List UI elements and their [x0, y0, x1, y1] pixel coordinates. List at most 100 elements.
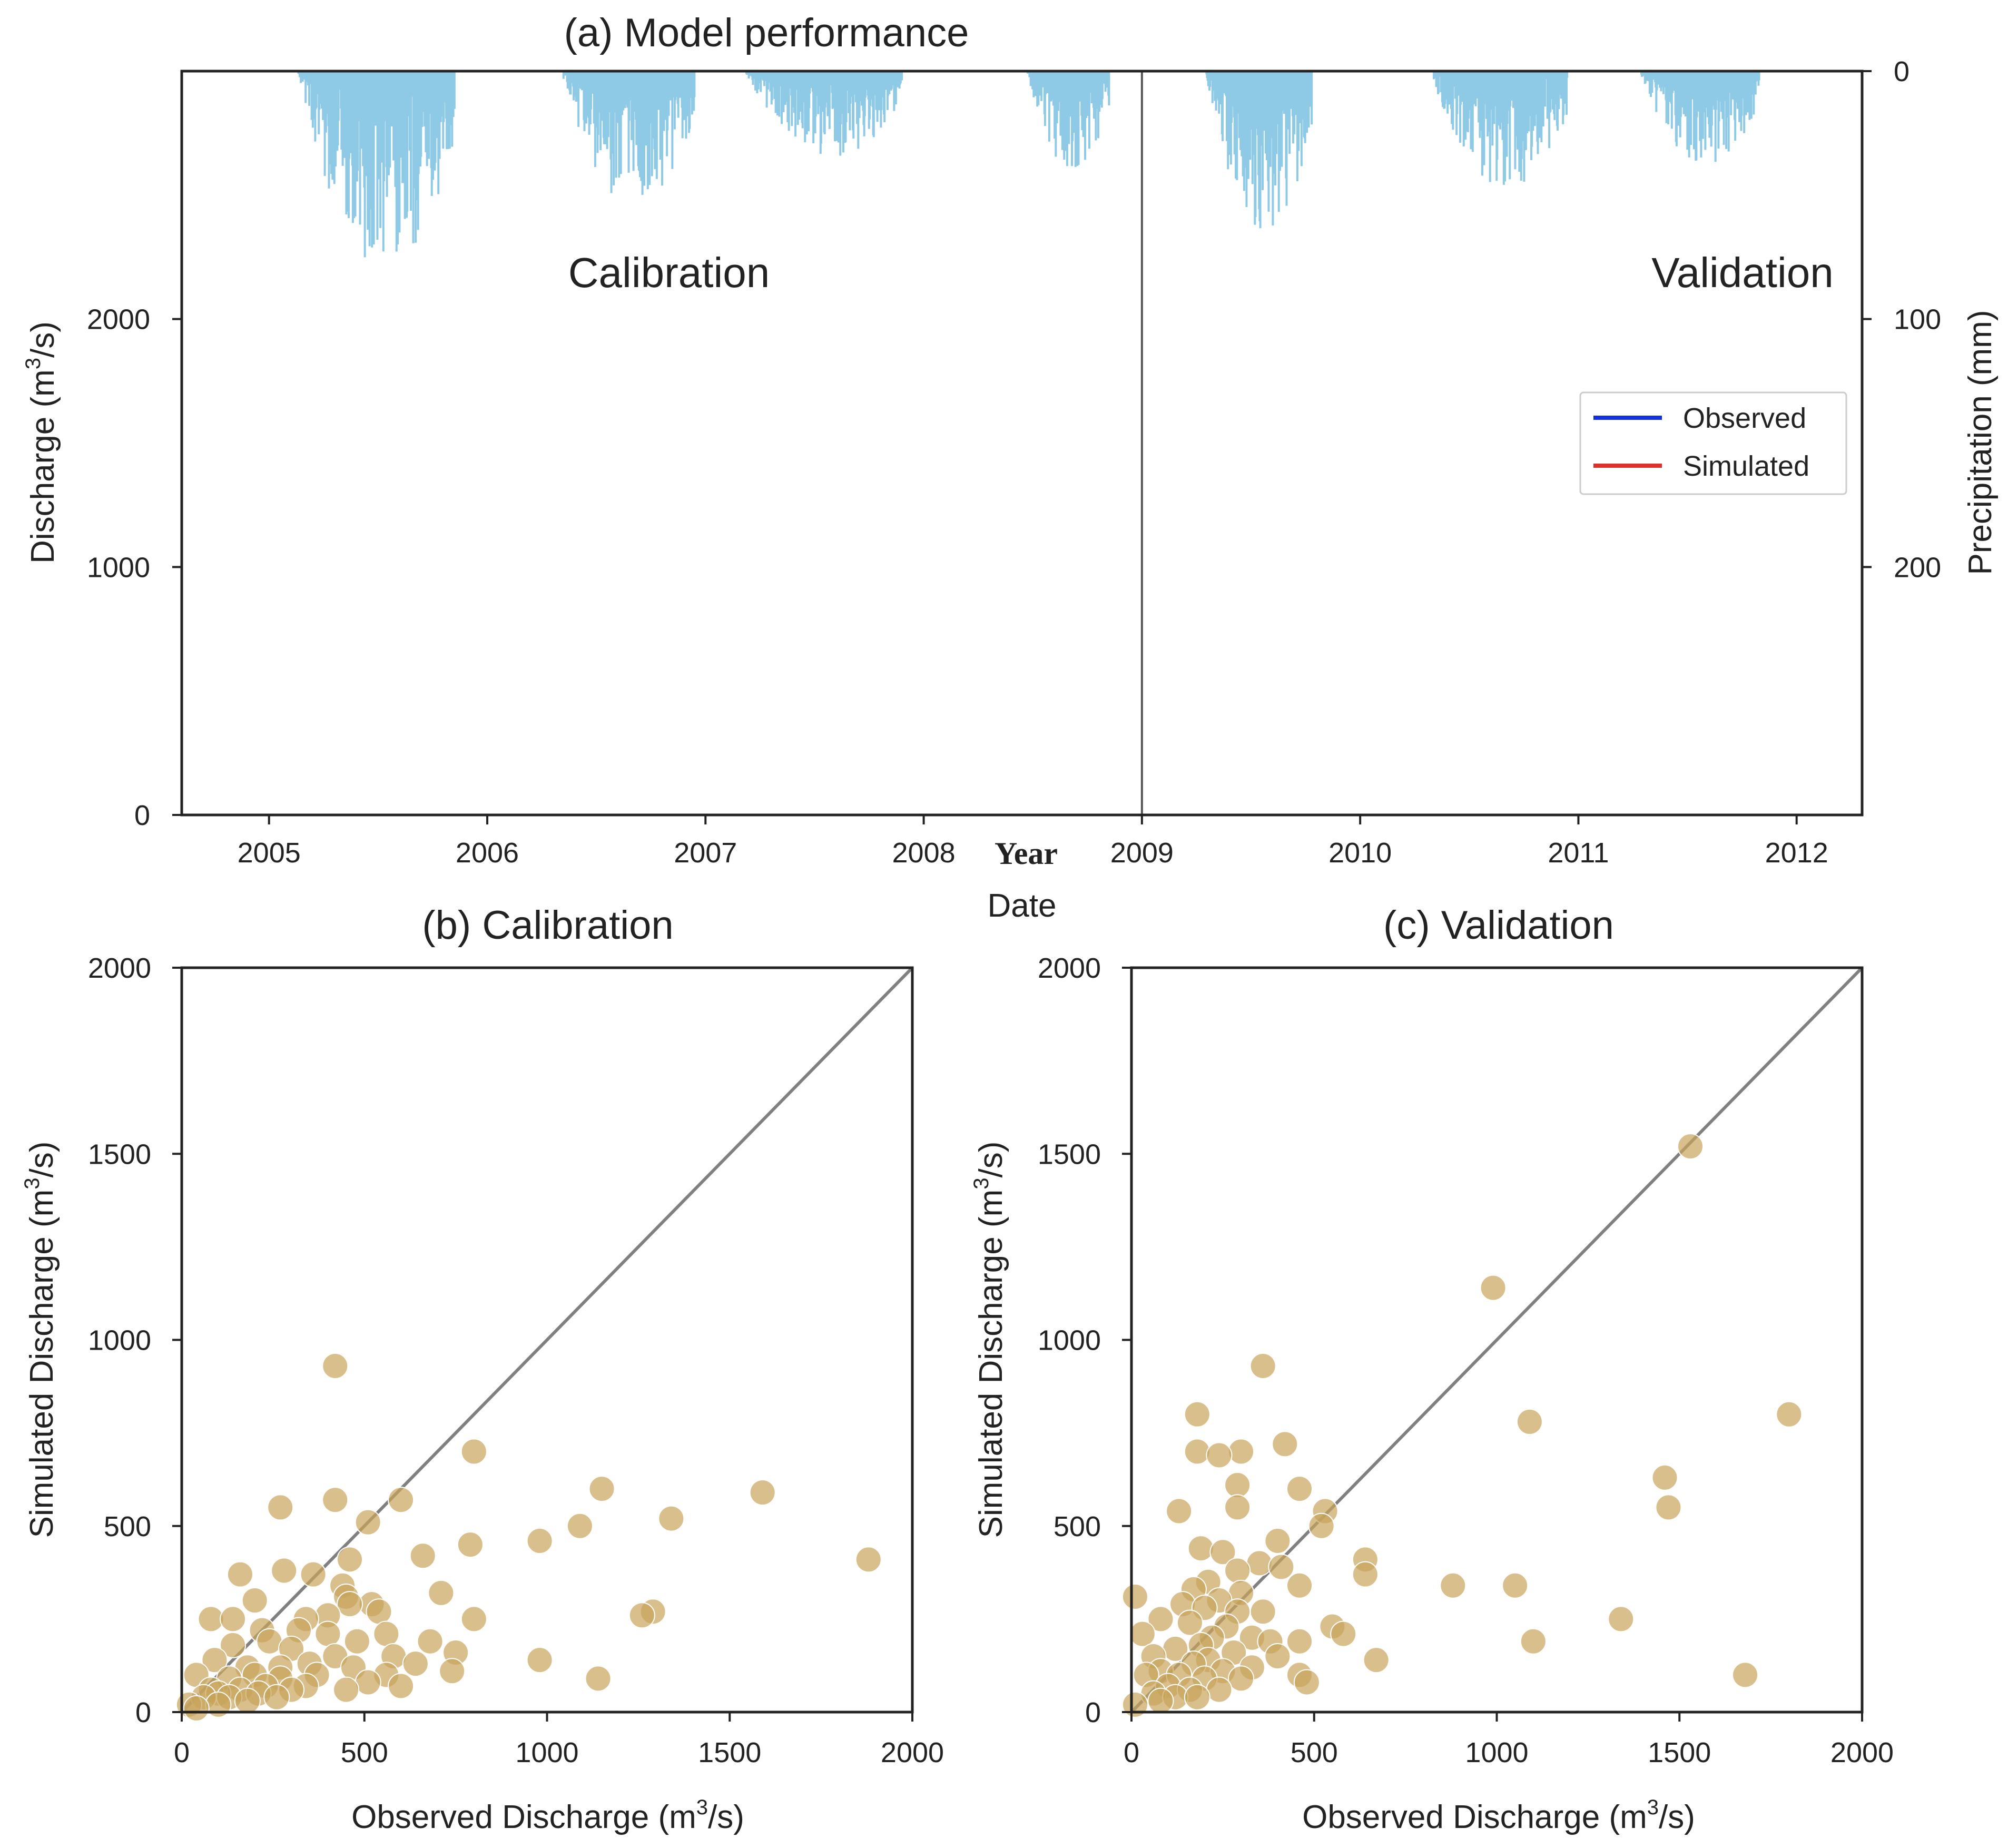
scatter-point [460, 1438, 487, 1465]
y-tick-label: 500 [1054, 1511, 1101, 1542]
scatter-point [388, 1487, 415, 1513]
scatter-point [241, 1587, 268, 1614]
scatter-point [314, 1620, 341, 1647]
panel-b-x-label: Observed Discharge (m3/s) [351, 1796, 744, 1835]
scatter-point [333, 1676, 360, 1703]
scatter-point [201, 1647, 228, 1674]
y-tick-label: 1000 [87, 552, 150, 583]
scatter-point [234, 1687, 261, 1714]
scatter-point [1121, 1691, 1148, 1718]
x-tick-label: 2012 [1765, 837, 1828, 869]
calibration-annotation: Calibration [568, 249, 770, 296]
scatter-point [1272, 1431, 1298, 1458]
scatter-point [1206, 1442, 1233, 1469]
panel-c-x-ticks: 0 500 1000 1500 2000 [1124, 1712, 1894, 1768]
x-tick-label: 2008 [892, 837, 956, 869]
panel-b-y-label-main: Simulated Discharge (m [24, 1190, 60, 1538]
scatter-point [1651, 1464, 1678, 1491]
scatter-point [300, 1561, 327, 1588]
panel-c-title: (c) Validation [1383, 903, 1614, 948]
scatter-point [1516, 1408, 1543, 1435]
panel-b-y-label-tail: /s) [24, 1142, 60, 1178]
y-tick-label: 0 [134, 800, 150, 831]
scatter-point [220, 1606, 247, 1633]
panel-b-y-label: Simulated Discharge (m3/s) [21, 1142, 60, 1538]
x-tick-label: 1000 [1465, 1737, 1528, 1768]
scatter-point [1286, 1628, 1313, 1655]
panel-c-y-label-sup: 3 [970, 1178, 993, 1190]
scatter-point [409, 1542, 436, 1569]
x-tick-label: 2007 [674, 837, 737, 869]
scatter-point [588, 1476, 615, 1502]
scatter-point [1184, 1401, 1210, 1428]
panel-b-points [175, 1352, 882, 1722]
scatter-point [526, 1647, 553, 1674]
scatter-point [439, 1658, 466, 1685]
scatter-point [227, 1561, 253, 1588]
x-tick-label: 2009 [1110, 837, 1174, 869]
scatter-point [1363, 1647, 1390, 1674]
scatter-point [373, 1620, 400, 1647]
scatter-point [1293, 1669, 1320, 1696]
panel-a-y-label-tail: /s) [25, 321, 61, 358]
panel-c-x-label: Observed Discharge (m3/s) [1302, 1796, 1695, 1835]
scatter-point [322, 1352, 349, 1379]
precipitation-bars [297, 71, 1760, 258]
scatter-point [1352, 1561, 1379, 1588]
scatter-point [460, 1606, 487, 1633]
scatter-point [1249, 1598, 1276, 1625]
scatter-point [267, 1494, 294, 1521]
panel-b-y-ticks: 0 500 1000 1500 2000 [88, 952, 182, 1728]
panel-b-x-ticks: 0 500 1000 1500 2000 [174, 1712, 944, 1768]
scatter-point [1166, 1498, 1193, 1525]
scatter-point [337, 1591, 363, 1618]
x-tick-label: 0 [174, 1737, 190, 1768]
y-tick-label: 1000 [1038, 1325, 1101, 1356]
y2-tick-label: 100 [1894, 304, 1941, 336]
scatter-point [1330, 1620, 1357, 1647]
x-tick-label: 500 [341, 1737, 388, 1768]
scatter-point [1209, 1539, 1236, 1566]
y-tick-label: 500 [104, 1511, 151, 1542]
scatter-point [1440, 1572, 1466, 1599]
x-tick-label: 1000 [515, 1737, 578, 1768]
panel-c-y-label: Simulated Discharge (m3/s) [970, 1142, 1009, 1538]
panel-a-y-label-main: Discharge (m [25, 369, 61, 564]
y2-tick-label: 0 [1894, 56, 1909, 87]
panel-c-x-label-sup: 3 [1647, 1796, 1659, 1819]
scatter-point [402, 1650, 429, 1677]
scatter-point [428, 1579, 455, 1606]
legend-observed-label: Observed [1683, 402, 1806, 434]
scatter-point [271, 1557, 298, 1584]
scatter-point [343, 1628, 370, 1655]
year-label: Year [995, 836, 1058, 871]
x-tick-label: 1500 [698, 1737, 761, 1768]
x-tick-label: 2000 [881, 1737, 944, 1768]
panel-c-y-label-tail: /s) [973, 1142, 1009, 1178]
panel-c-x-label-main: Observed Discharge (m [1302, 1799, 1647, 1835]
scatter-point [322, 1487, 349, 1513]
scatter-point [366, 1598, 392, 1625]
panel-c-scatter: (c) Validation 0 500 1000 1500 2000 0 500 1000… [970, 903, 1894, 1835]
y2-tick-label: 200 [1894, 552, 1941, 583]
y-tick-label: 1000 [88, 1325, 151, 1356]
y-tick-label: 2000 [87, 304, 150, 336]
scatter-point [1224, 1557, 1251, 1584]
scatter-point [1147, 1606, 1174, 1633]
scatter-point [220, 1631, 247, 1658]
scatter-point [1147, 1687, 1174, 1714]
panel-b-title: (b) Calibration [422, 903, 673, 948]
y-tick-label: 0 [1085, 1697, 1101, 1728]
scatter-point [1268, 1554, 1295, 1580]
x-tick-label: 2011 [1548, 837, 1609, 869]
scatter-point [1308, 1512, 1335, 1539]
validation-annotation: Validation [1651, 249, 1833, 296]
scatter-point [183, 1695, 210, 1722]
x-tick-label: 2010 [1328, 837, 1392, 869]
panel-a-x-ticks: 2005 2006 2007 2008 2009 2010 2011 2012 [238, 815, 1828, 869]
scatter-point [337, 1546, 363, 1573]
scatter-point [1677, 1133, 1704, 1160]
scatter-point [566, 1512, 593, 1539]
